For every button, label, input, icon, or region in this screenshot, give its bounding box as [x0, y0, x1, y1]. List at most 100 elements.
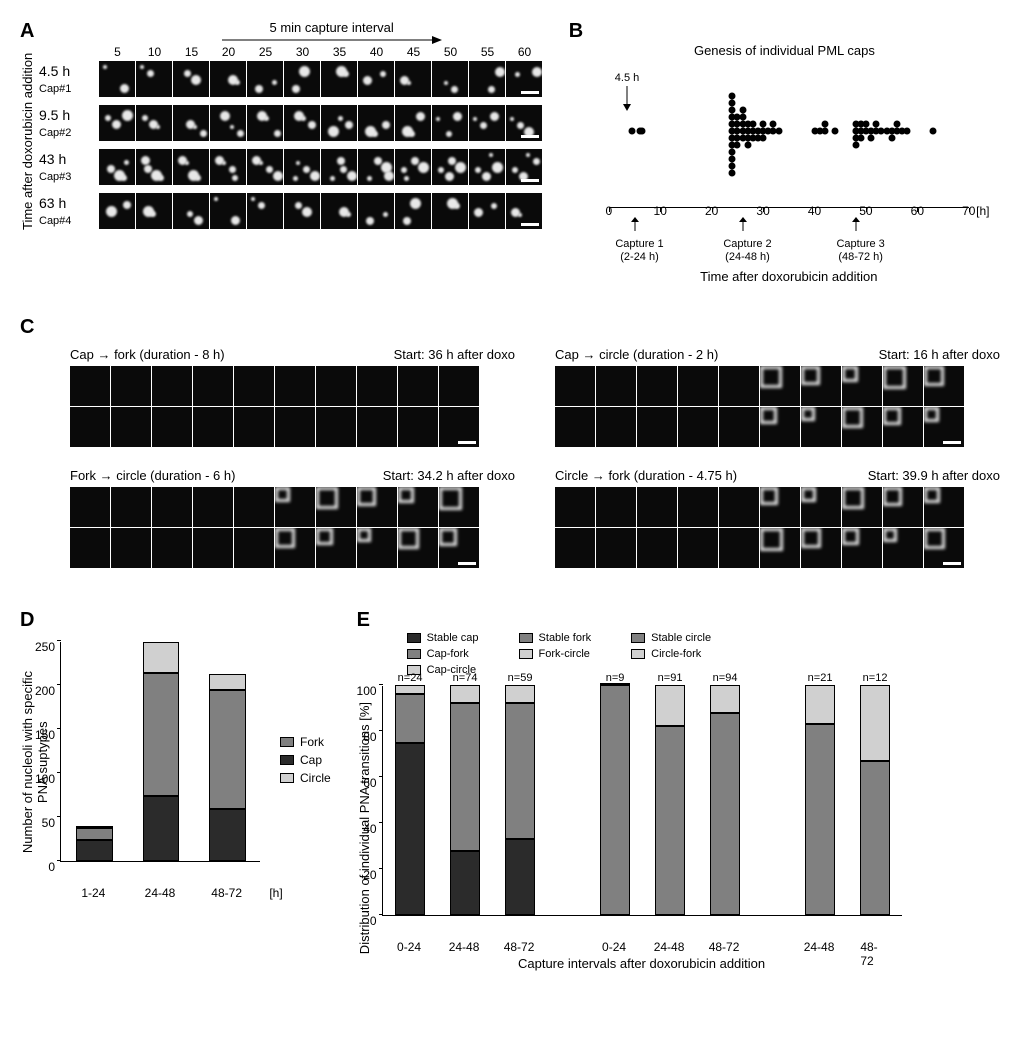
timepoint-label: 60 [506, 45, 543, 59]
capture-label: Capture 3(48-72 h) [821, 238, 901, 264]
scatter-point [734, 142, 741, 149]
microscopy-cell [801, 487, 841, 527]
axis-unit: [h] [269, 882, 282, 900]
legend-item: Fork [280, 735, 331, 749]
microscopy-cell [357, 366, 397, 406]
microscopy-cell [193, 407, 233, 447]
strip-time-label: 43 hCap#3 [39, 151, 99, 183]
bar-segment [209, 690, 246, 809]
microscopy-cell [506, 105, 542, 141]
panel-c-subpanel: Circle → fork (duration - 4.75 h)Start: … [555, 468, 1000, 569]
microscopy-cell [760, 407, 800, 447]
y-tick-label: 100 [35, 772, 61, 786]
legend-item: Circle-fork [631, 648, 711, 660]
strip-time-label: 4.5 hCap#1 [39, 63, 99, 95]
microscopy-cell [136, 105, 172, 141]
bar-segment [76, 828, 113, 840]
timepoint-label: 55 [469, 45, 506, 59]
microscopy-cell [439, 528, 479, 568]
bar-segment [805, 685, 835, 724]
scatter-point [821, 121, 828, 128]
timepoint-label: 15 [173, 45, 210, 59]
microscopy-cell [924, 528, 964, 568]
panel-c-subpanel: Cap → fork (duration - 8 h)Start: 36 h a… [70, 347, 515, 448]
microscopy-cell [321, 105, 357, 141]
microscopy-cell [275, 366, 315, 406]
scatter-point [739, 107, 746, 114]
microscopy-cell [439, 366, 479, 406]
scatter-point [729, 100, 736, 107]
timepoint-label: 30 [284, 45, 321, 59]
scatter-point [862, 121, 869, 128]
scale-bar [521, 223, 539, 226]
legend-item: Stable cap [407, 632, 479, 644]
microscopy-cell [210, 149, 246, 185]
annotation-4-5h: 4.5 h [615, 72, 639, 84]
axis-unit: [h] [976, 204, 989, 218]
microscopy-cell [883, 487, 923, 527]
microscopy-cell [173, 61, 209, 97]
x-tick-label: 10 [654, 204, 667, 218]
microscopy-cell [234, 407, 274, 447]
scatter-point [832, 128, 839, 135]
microscopy-cell [842, 487, 882, 527]
panel-a: A 5 min capture interval Time after doxo… [20, 20, 569, 286]
x-tick-label: 48-72 [709, 936, 740, 954]
c-sub-title-right: Start: 16 h after doxo [879, 347, 1000, 362]
microscopy-cell [432, 105, 468, 141]
n-label: n=91 [658, 672, 683, 686]
legend-label: Stable circle [651, 632, 711, 644]
panel-b-title: Genesis of individual PML caps [569, 43, 1000, 58]
y-tick-label: 250 [35, 640, 61, 654]
timepoint-label: 5 [99, 45, 136, 59]
image-strip: 43 hCap#3 [39, 149, 543, 185]
up-arrow-icon [630, 217, 640, 236]
c-sub-title-left: Cap → fork (duration - 8 h) [70, 347, 225, 362]
microscopy-cell [357, 528, 397, 568]
microscopy-cell [316, 366, 356, 406]
microscopy-cell [284, 149, 320, 185]
microscopy-cell [432, 61, 468, 97]
microscopy-cell [596, 407, 636, 447]
legend-swatch [631, 649, 645, 659]
y-tick-label: 50 [42, 816, 61, 830]
capture-label: Capture 1(2-24 h) [600, 238, 680, 264]
timepoint-label: 25 [247, 45, 284, 59]
n-label: n=21 [808, 672, 833, 686]
microscopy-cell [801, 528, 841, 568]
legend-item: Stable fork [519, 632, 592, 644]
microscopy-cell [316, 528, 356, 568]
n-label: n=24 [398, 672, 423, 686]
microscopy-cell [70, 528, 110, 568]
y-tick-label: 150 [35, 728, 61, 742]
microscopy-cell [760, 366, 800, 406]
panel-c-subpanel: Fork → circle (duration - 6 h)Start: 34.… [70, 468, 515, 569]
bar-segment [710, 713, 740, 915]
microscopy-cell [678, 366, 718, 406]
microscopy-cell [469, 193, 505, 229]
microscopy-cell [924, 366, 964, 406]
y-tick-label: 80 [363, 730, 382, 744]
scale-bar [943, 562, 961, 565]
bar-segment [505, 703, 535, 839]
x-tick-label: 24-48 [804, 936, 835, 954]
microscopy-cell [173, 105, 209, 141]
microscopy-cell [99, 61, 135, 97]
microscopy-cell [555, 528, 595, 568]
microscopy-cell [432, 193, 468, 229]
microscopy-cell [555, 366, 595, 406]
microscopy-cell [275, 407, 315, 447]
timepoint-label: 45 [395, 45, 432, 59]
x-tick-label: 48-72 [504, 936, 535, 954]
panel-c: C Cap → fork (duration - 8 h)Start: 36 h… [20, 316, 1000, 569]
microscopy-cell [719, 487, 759, 527]
microscopy-cell [506, 193, 542, 229]
microscopy-cell [357, 407, 397, 447]
panel-e-label: E [357, 609, 1000, 632]
scatter-point [821, 128, 828, 135]
legend-label: Stable fork [539, 632, 592, 644]
microscopy-cell [883, 366, 923, 406]
scatter-point [760, 121, 767, 128]
c-sub-title-left: Circle → fork (duration - 4.75 h) [555, 468, 737, 483]
panel-e: E Stable capCap-forkCap-circleStable for… [357, 609, 1000, 971]
